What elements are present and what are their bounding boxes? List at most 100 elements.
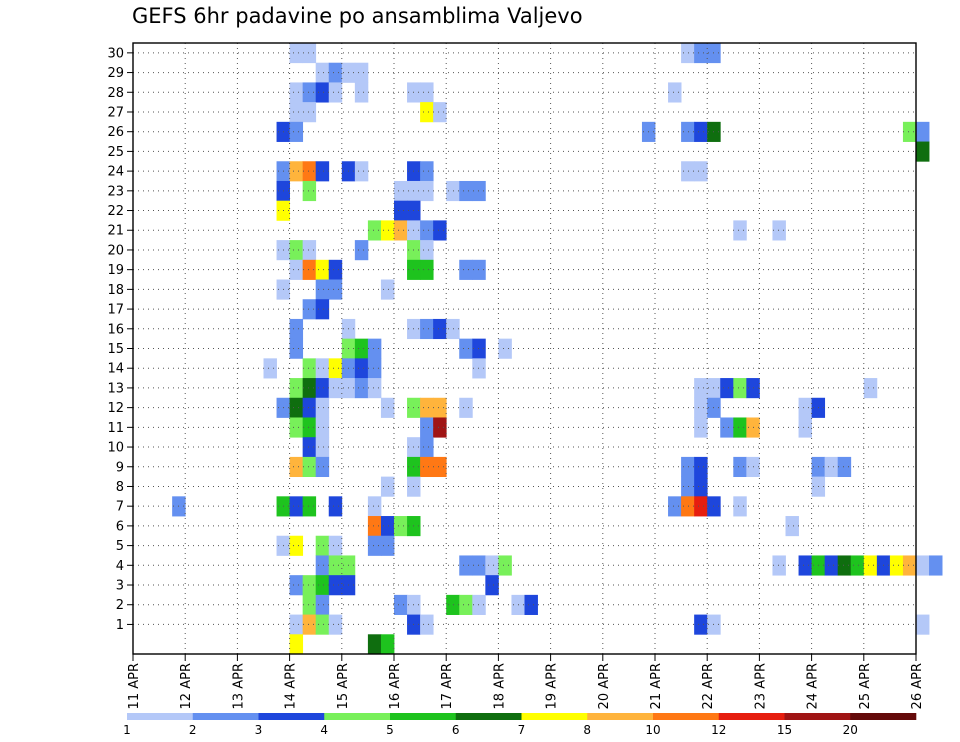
- heatmap-cell: [420, 161, 434, 182]
- heatmap-cell: [289, 614, 304, 635]
- heatmap-cell: [433, 220, 447, 241]
- x-tick-label: 17 APR: [440, 663, 455, 709]
- heatmap-cell: [302, 43, 317, 64]
- heatmap-cell: [498, 555, 512, 576]
- heatmap-cell: [289, 338, 304, 359]
- y-tick-label: 5: [116, 539, 124, 554]
- heatmap-cell: [733, 417, 747, 438]
- heatmap-cell: [315, 594, 330, 615]
- heatmap-cell: [485, 555, 499, 576]
- heatmap-cell: [772, 220, 786, 241]
- heatmap-cell: [850, 555, 865, 576]
- heatmap-cell: [668, 82, 682, 103]
- colorbar-segment: [784, 713, 851, 720]
- heatmap-cell: [681, 161, 695, 182]
- y-tick-label: 11: [107, 421, 124, 436]
- colorbar-segment: [127, 713, 194, 720]
- y-tick-label: 21: [107, 224, 124, 239]
- heatmap-cell: [472, 180, 486, 202]
- heatmap-cell: [367, 535, 382, 556]
- x-tick-label: 18 APR: [492, 663, 507, 709]
- heatmap-cell: [459, 259, 473, 280]
- heatmap-cell: [694, 456, 708, 478]
- heatmap-cell: [485, 575, 499, 596]
- x-tick-label: 25 APR: [858, 663, 873, 709]
- heatmap-cell: [354, 161, 369, 182]
- heatmap-cell: [315, 397, 330, 418]
- heatmap-cell: [328, 555, 343, 576]
- x-tick-label: 11 APR: [127, 663, 142, 709]
- heatmap-cell: [420, 397, 434, 418]
- heatmap-cell: [433, 417, 447, 438]
- colorbar-label: 8: [583, 723, 591, 737]
- heatmap-cell: [289, 634, 304, 655]
- colorbar-label: 6: [452, 723, 460, 737]
- heatmap-cell: [302, 496, 317, 517]
- heatmap-cell: [394, 516, 408, 537]
- heatmap-cell: [328, 259, 343, 280]
- colorbar-label: 1: [123, 723, 131, 737]
- y-tick-label: 10: [107, 441, 124, 456]
- heatmap-cell: [720, 417, 734, 438]
- heatmap-cell: [302, 358, 317, 379]
- heatmap-cell: [472, 594, 486, 615]
- colorbar-label: 4: [320, 723, 328, 737]
- heatmap-cell: [837, 555, 852, 576]
- heatmap-cell: [328, 82, 343, 103]
- heatmap-cell: [433, 456, 447, 478]
- heatmap-cell: [328, 575, 343, 596]
- heatmap-cell: [354, 82, 369, 103]
- heatmap-cell: [733, 496, 747, 517]
- heatmap-cell: [354, 338, 369, 359]
- colorbar-label: 7: [518, 723, 526, 737]
- heatmap-cell: [315, 259, 330, 280]
- heatmap-cell: [394, 594, 408, 615]
- heatmap-cell: [367, 220, 382, 241]
- heatmap-cell: [694, 476, 708, 497]
- cells-layer: [172, 43, 943, 655]
- heatmap-cell: [681, 496, 695, 517]
- heatmap-cell: [302, 594, 317, 615]
- heatmap-cell: [302, 259, 317, 280]
- heatmap-cell: [863, 555, 878, 576]
- heatmap-cell: [315, 358, 330, 379]
- heatmap-cell: [694, 496, 708, 517]
- heatmap-cell: [863, 378, 878, 399]
- heatmap-cell: [459, 338, 473, 359]
- heatmap-cell: [302, 378, 317, 399]
- heatmap-cell: [263, 358, 277, 379]
- heatmap-cell: [720, 378, 734, 399]
- colorbar-layer: 1 2 3 4 5 6 7 8 10 12 15 20: [123, 713, 917, 737]
- heatmap-cell: [681, 476, 695, 497]
- heatmap-cell: [380, 279, 395, 300]
- heatmap-cell: [302, 82, 317, 103]
- heatmap-cell: [733, 220, 747, 241]
- heatmap-cell: [328, 358, 343, 379]
- heatmap-cell: [459, 180, 473, 202]
- y-tick-label: 15: [107, 342, 124, 357]
- heatmap-cell: [772, 555, 786, 576]
- heatmap-cell: [367, 516, 382, 537]
- heatmap-cell: [315, 575, 330, 596]
- y-tick-label: 3: [116, 579, 124, 594]
- heatmap-cell: [315, 161, 330, 182]
- heatmap-cell: [785, 516, 799, 537]
- heatmap-cell: [302, 437, 317, 458]
- y-tick-label: 30: [107, 46, 124, 61]
- heatmap-cell: [824, 555, 839, 576]
- heatmap-cell: [289, 575, 304, 596]
- heatmap-cell: [367, 378, 382, 399]
- heatmap-cell: [302, 456, 317, 478]
- y-tick-label: 24: [107, 165, 124, 180]
- heatmap-cell: [380, 476, 395, 497]
- heatmap-cell: [354, 378, 369, 399]
- y-tick-label: 6: [116, 519, 124, 534]
- colorbar-label: 3: [255, 723, 263, 737]
- colorbar-segment: [718, 713, 785, 720]
- heatmap-cell: [302, 161, 317, 182]
- y-tick-label: 12: [107, 401, 124, 416]
- x-tick-label: 22 APR: [701, 663, 716, 709]
- heatmap-cell: [315, 299, 330, 320]
